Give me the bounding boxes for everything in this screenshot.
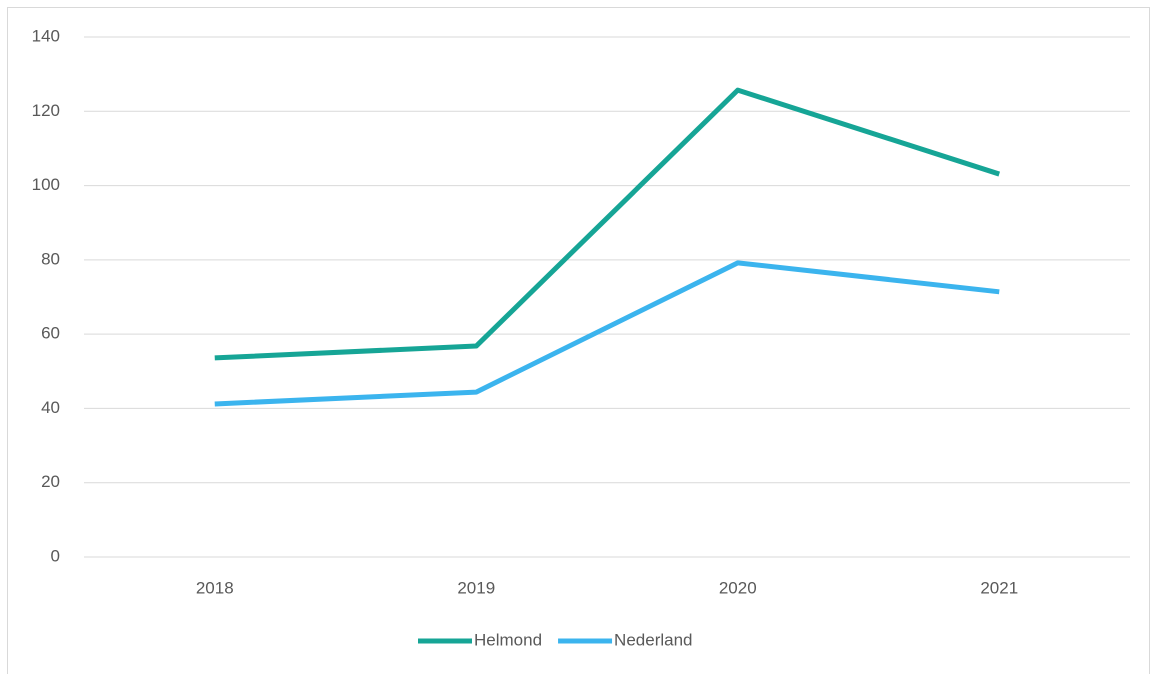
y-tick-label: 80 — [41, 249, 60, 268]
y-tick-label: 20 — [41, 472, 60, 491]
y-tick-label: 100 — [32, 175, 60, 194]
x-tick-label: 2021 — [980, 578, 1018, 597]
y-tick-label: 60 — [41, 324, 60, 343]
y-tick-label: 120 — [32, 101, 60, 120]
legend-label: Helmond — [474, 630, 542, 649]
y-tick-label: 140 — [32, 26, 60, 45]
legend-label: Nederland — [614, 630, 692, 649]
y-tick-label: 40 — [41, 398, 60, 417]
x-tick-label: 2020 — [719, 578, 757, 597]
x-tick-label: 2019 — [457, 578, 495, 597]
x-tick-label: 2018 — [196, 578, 234, 597]
series-line — [214, 260, 1000, 407]
series-line — [214, 87, 1001, 361]
y-tick-label: 0 — [51, 546, 60, 565]
